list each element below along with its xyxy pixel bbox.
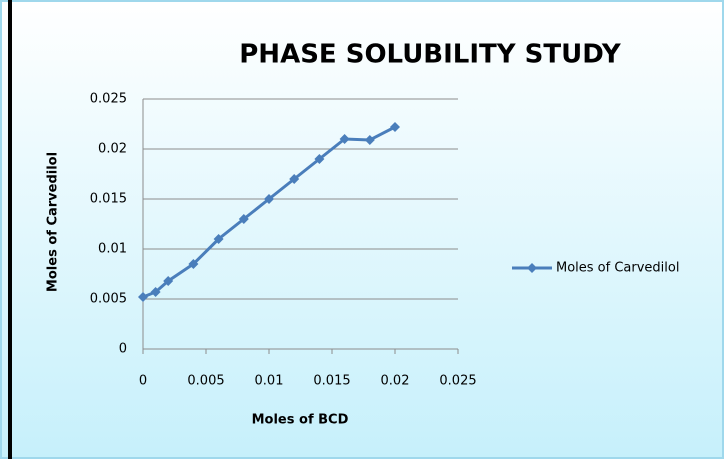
x-tick-label: 0.025 <box>439 374 476 389</box>
marker <box>238 214 249 224</box>
y-tick-label: 0.01 <box>98 242 127 257</box>
legend-marker <box>527 263 537 273</box>
x-tick-label: 0 <box>139 374 147 389</box>
marker <box>339 134 350 144</box>
x-tick-label: 0.02 <box>381 374 410 389</box>
x-tick-label: 0.015 <box>313 374 350 389</box>
y-tick-label: 0.015 <box>90 192 127 207</box>
marker <box>150 287 161 297</box>
y-tick-label: 0.02 <box>98 142 127 157</box>
marker <box>188 259 199 269</box>
x-tick-label: 0.01 <box>255 374 284 389</box>
marker <box>314 154 325 164</box>
left-border <box>8 0 12 459</box>
marker <box>364 135 375 145</box>
marker <box>138 292 148 302</box>
chart-title: PHASE SOLUBILITY STUDY <box>239 40 622 70</box>
marker <box>163 276 174 286</box>
x-axis-label: Moles of BCD <box>252 413 349 428</box>
y-tick-label: 0.005 <box>90 292 127 307</box>
legend-label: Moles of Carvedilol <box>556 261 679 276</box>
marker <box>390 122 400 132</box>
marker <box>289 174 300 184</box>
x-tick-label: 0.005 <box>187 374 224 389</box>
y-tick-label: 0 <box>119 342 127 357</box>
marker <box>213 234 224 244</box>
y-tick-label: 0.025 <box>90 92 127 107</box>
y-axis-label: Moles of Carvedilol <box>46 152 61 292</box>
marker <box>264 194 274 204</box>
